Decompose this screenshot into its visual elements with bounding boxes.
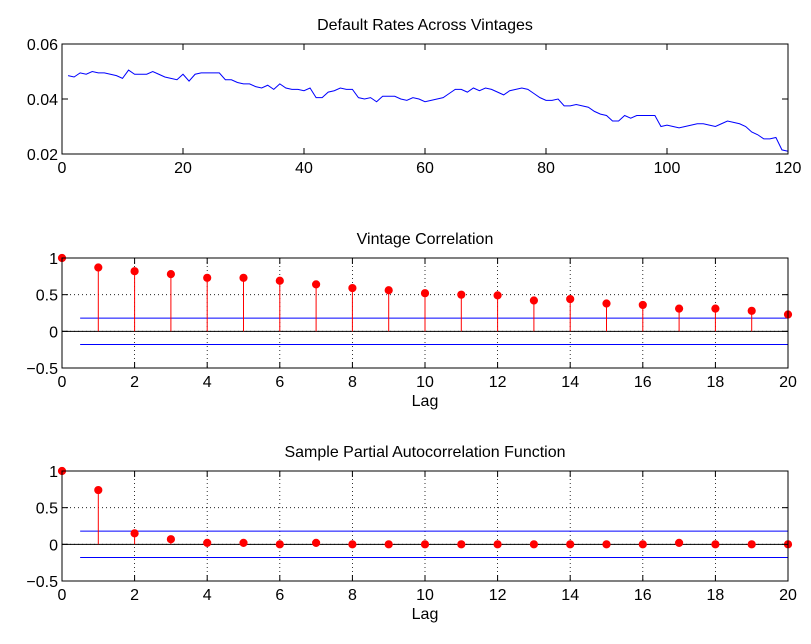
y-tick-label: −0.5: [26, 361, 58, 378]
chart-title: Vintage Correlation: [357, 231, 494, 248]
x-tick-label: 16: [634, 587, 652, 604]
x-tick-label: 8: [348, 587, 357, 604]
stem-marker: [312, 280, 321, 289]
stem-marker: [275, 276, 284, 285]
y-tick-label: 0.04: [27, 92, 58, 109]
chart-title: Default Rates Across Vintages: [317, 17, 533, 34]
stem-marker: [711, 304, 720, 313]
x-tick-label: 6: [275, 374, 284, 391]
chart-title: Sample Partial Autocorrelation Function: [284, 444, 565, 461]
x-tick-label: 4: [203, 374, 212, 391]
plot-area: [62, 44, 788, 154]
x-tick-label: 12: [489, 374, 507, 391]
stem-marker: [239, 538, 248, 547]
stem-marker: [384, 540, 393, 549]
stem-marker: [457, 540, 466, 549]
stem-marker: [94, 263, 103, 272]
x-axis-label: Lag: [412, 606, 439, 623]
x-tick-label: 10: [416, 587, 434, 604]
stem-marker: [602, 299, 611, 308]
y-tick-label: 1: [49, 251, 58, 268]
x-tick-label: 0: [58, 374, 67, 391]
stem-marker: [602, 540, 611, 549]
x-axis-label: Lag: [412, 393, 439, 410]
stem-marker: [94, 485, 103, 495]
x-tick-label: 80: [537, 160, 555, 177]
stem-marker: [638, 300, 647, 310]
x-tick-label: 14: [561, 587, 579, 604]
x-tick-label: 16: [634, 374, 652, 391]
x-tick-label: 40: [295, 160, 313, 177]
x-tick-label: 20: [779, 374, 797, 391]
stem-marker: [166, 270, 175, 279]
stem-marker: [529, 296, 539, 305]
x-tick-label: 0: [58, 587, 67, 604]
x-tick-label: 4: [203, 587, 212, 604]
stem-marker: [493, 291, 502, 300]
y-tick-label: 1: [49, 464, 58, 481]
x-tick-label: 14: [561, 374, 579, 391]
y-tick-label: 0: [49, 537, 58, 554]
x-tick-label: 2: [130, 374, 139, 391]
y-tick-label: 0.5: [36, 288, 58, 305]
stem-marker: [747, 540, 756, 549]
stem-marker: [675, 304, 684, 313]
stem-marker: [420, 289, 430, 298]
y-tick-label: 0.02: [27, 147, 58, 164]
data-series-line: [67, 69, 789, 152]
x-tick-label: 8: [348, 374, 357, 391]
stem-marker: [130, 267, 139, 276]
stem-marker: [566, 294, 575, 304]
y-tick-label: 0.5: [36, 501, 58, 518]
stem-marker: [638, 540, 647, 549]
stem-marker: [493, 540, 502, 549]
x-tick-label: 100: [654, 160, 681, 177]
x-tick-label: 18: [707, 587, 725, 604]
stem-marker: [203, 273, 212, 282]
x-tick-label: 10: [416, 374, 434, 391]
stem-marker: [275, 540, 284, 549]
stem-marker: [747, 306, 756, 315]
stem-marker: [348, 540, 357, 549]
x-tick-label: 2: [130, 587, 139, 604]
stem-marker: [711, 540, 720, 549]
stem-marker: [166, 535, 175, 544]
stem-marker: [457, 290, 466, 299]
y-tick-label: 0.06: [27, 37, 58, 54]
stem-marker: [348, 283, 357, 293]
stem-marker: [203, 538, 212, 547]
x-tick-label: 12: [489, 587, 507, 604]
x-tick-label: 60: [416, 160, 434, 177]
x-tick-label: 18: [707, 374, 725, 391]
stem-marker: [130, 529, 139, 538]
y-tick-label: 0: [49, 324, 58, 341]
stem-marker: [239, 273, 248, 282]
x-tick-label: 6: [275, 587, 284, 604]
stem-marker: [420, 540, 430, 549]
stem-marker: [675, 538, 684, 547]
plot-area: [62, 471, 788, 581]
y-tick-label: −0.5: [26, 574, 58, 591]
stem-marker: [529, 540, 539, 549]
x-tick-label: 0: [58, 160, 67, 177]
stem-marker: [566, 540, 575, 549]
x-tick-label: 20: [174, 160, 192, 177]
stem-marker: [312, 538, 321, 547]
x-tick-label: 120: [775, 160, 802, 177]
x-tick-label: 20: [779, 587, 797, 604]
stem-marker: [384, 286, 393, 295]
chart-panel-1: 0 20 40 60 80 100 120 0.02 0.04 0.06 Default Rates…: [27, 17, 802, 177]
